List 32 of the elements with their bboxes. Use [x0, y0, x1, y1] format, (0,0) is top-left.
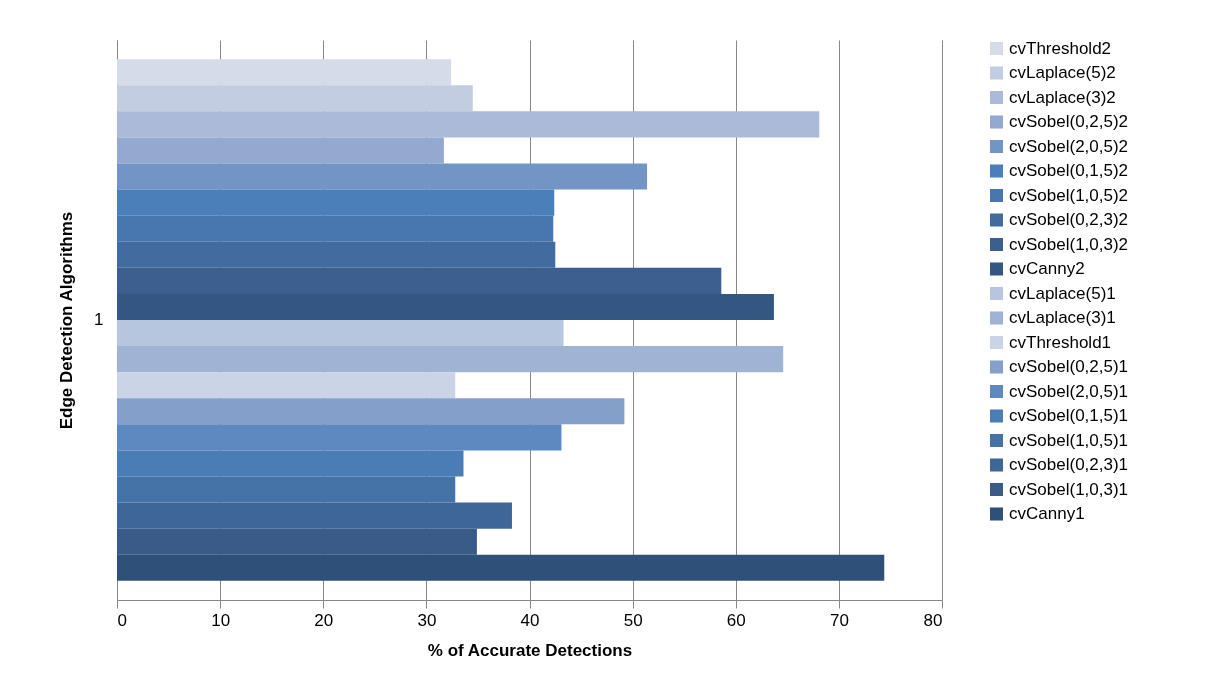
x-tick-label: 20 [314, 610, 334, 630]
legend-label: cvSobel(2,0,5)2 [1009, 136, 1129, 156]
x-tick-label: 60 [726, 610, 746, 630]
legend-label: cvSobel(1,0,5)2 [1009, 185, 1129, 205]
legend-label: cvSobel(1,0,3)2 [1009, 234, 1129, 254]
legend-label: cvSobel(2,0,5)1 [1009, 381, 1129, 401]
legend-label: cvThreshold1 [1009, 332, 1112, 352]
legend-label: cvLaplace(3)2 [1009, 87, 1116, 107]
x-tick-label: 10 [211, 610, 231, 630]
legend-label: cvCanny2 [1009, 259, 1085, 278]
y-tick-label: 1 [94, 310, 104, 329]
legend-label: cvThreshold2 [1009, 38, 1112, 58]
x-tick-label: 50 [623, 610, 643, 630]
x-tick-label: 80 [923, 610, 943, 630]
x-axis-title: % of Accurate Detections [427, 640, 633, 660]
legend-label: cvSobel(1,0,3)1 [1009, 479, 1129, 499]
y-axis-title: Edge Detection Algorithms [57, 211, 77, 430]
legend-label: cvSobel(0,1,5)1 [1009, 406, 1129, 425]
x-tick-label: 70 [829, 610, 849, 630]
legend-label: cvSobel(0,1,5)2 [1009, 161, 1129, 180]
legend-label: cvSobel(0,2,5)2 [1009, 112, 1129, 131]
legend-label: cvSobel(1,0,5)1 [1009, 430, 1129, 450]
legend-label: cvSobel(0,2,5)1 [1009, 357, 1129, 376]
legend-label: cvSobel(0,2,3)1 [1009, 455, 1129, 474]
legend-label: cvLaplace(5)1 [1009, 283, 1116, 303]
x-tick-label: 30 [417, 610, 437, 630]
legend-label: cvLaplace(5)2 [1009, 63, 1116, 82]
x-tick-label: 40 [520, 610, 540, 630]
legend-label: cvSobel(0,2,3)2 [1009, 210, 1129, 229]
legend-label: cvLaplace(3)1 [1009, 308, 1116, 327]
x-tick-label: 0 [117, 610, 127, 630]
legend-label: cvCanny1 [1009, 504, 1085, 523]
